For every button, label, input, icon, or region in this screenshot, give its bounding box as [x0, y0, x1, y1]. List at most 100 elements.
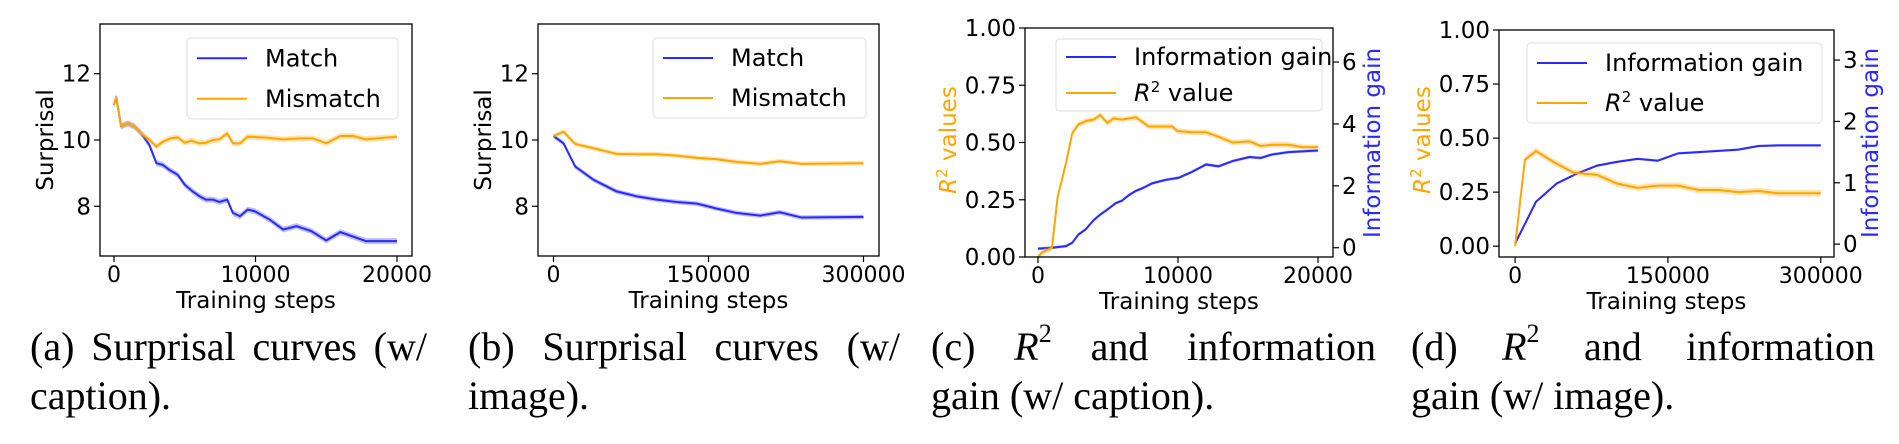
caption-c-line2: gain (w/ caption). [931, 373, 1215, 418]
x-tick-label: 0 [547, 263, 561, 288]
y2-axis-label: Information gain [1858, 48, 1884, 238]
x-tick-label: 300000 [822, 263, 906, 288]
caption-a: (a) Surprisal curves (w/ caption). [30, 322, 427, 420]
y-tick-label: 0.50 [1439, 126, 1490, 152]
y-tick-label: 10 [500, 128, 529, 154]
series-1-confidence-band [114, 93, 398, 150]
legend-label: R2 value [1605, 88, 1704, 117]
caption-d-label: (d) [1411, 324, 1458, 369]
series-1-confidence-band [1037, 112, 1319, 260]
y2-tick-label: 0 [1342, 236, 1357, 262]
series-0-line [1514, 144, 1821, 244]
legend-label-math: R [1134, 79, 1151, 107]
legend-label-rest: value [1631, 89, 1704, 117]
y-axis-label-rest: values [936, 86, 962, 168]
legend-label: Match [731, 44, 804, 72]
legend-label: Information gain [1134, 43, 1332, 71]
y-axis-label-sup: 2 [1407, 168, 1425, 178]
legend-label: Match [265, 44, 338, 72]
caption-b-line2: image). [468, 373, 590, 418]
y2-tick-label: 2 [1342, 174, 1357, 200]
caption-a-line2: caption). [30, 373, 172, 418]
y2-axis-label: Information gain [1360, 48, 1386, 238]
y-axis-label: R2 values [933, 86, 962, 194]
y-tick-label: 10 [62, 128, 91, 154]
caption-d-line1: (d) R2 and information [1411, 319, 1875, 371]
caption-c: (c) R2 and information gain (w/ caption)… [931, 319, 1376, 420]
legend-label: R2 value [1134, 78, 1233, 107]
y-axis-label-math: R [936, 178, 962, 194]
x-tick-label: 20000 [362, 263, 432, 288]
legend-box [1526, 42, 1823, 124]
y2-tick-label: 3 [1843, 48, 1858, 74]
caption-c-label: (c) [931, 324, 976, 369]
caption-d-math: R [1502, 324, 1527, 369]
panel-d: 0 150000 300000 Training steps 0.00 0.25 0.50 0… [1407, 18, 1884, 315]
legend-label-sup: 2 [1622, 88, 1632, 106]
x-tick-label: 0 [107, 263, 121, 288]
y-tick-label: 0.50 [965, 131, 1016, 157]
y-tick-label: 8 [76, 194, 91, 220]
caption-b-line1: (b) Surprisal curves (w/ [468, 324, 900, 369]
legend-box [1055, 38, 1323, 112]
caption-d-rest: and information [1583, 324, 1875, 369]
caption-d-line2: gain (w/ image). [1411, 373, 1675, 418]
caption-b: (b) Surprisal curves (w/ image). [468, 322, 900, 420]
y-tick-label: 0.25 [1439, 180, 1490, 206]
y-axis-label: R2 values [1407, 86, 1436, 194]
y-tick-label: 12 [62, 62, 91, 88]
y-axis-label-rest: values [1410, 86, 1436, 168]
series-0-confidence-band [114, 93, 398, 245]
y-tick-label: 1.00 [1439, 18, 1490, 44]
legend: Match Mismatch [186, 37, 399, 120]
y-axis-label: Surprisal [33, 89, 59, 191]
y-tick-label: 0.00 [965, 245, 1016, 271]
x-axis-label: Training steps [1098, 289, 1259, 315]
y-tick-label: 8 [514, 194, 529, 220]
legend-label: Mismatch [731, 84, 847, 112]
x-tick-label: 150000 [667, 263, 751, 288]
y-axis-label: Surprisal [471, 89, 497, 191]
y-axis-label-sup: 2 [933, 168, 951, 178]
series-1-confidence-band [553, 129, 864, 167]
y-tick-label: 1.00 [965, 16, 1016, 42]
legend: Match Mismatch [652, 37, 867, 119]
x-axis-label: Training steps [628, 288, 789, 314]
y2-tick-label: 4 [1342, 112, 1357, 138]
series-0-line [552, 135, 864, 219]
caption-c-math: R [1014, 324, 1039, 369]
caption-d-sup: 2 [1526, 319, 1540, 348]
caption-c-line1: (c) R2 and information [931, 319, 1376, 371]
series-1-confidence-band [1515, 147, 1821, 250]
x-tick-label: 0 [1508, 264, 1522, 289]
x-axis-label: Training steps [175, 288, 336, 314]
series-1-line [553, 130, 864, 165]
y2-tick-label: 0 [1843, 232, 1858, 258]
y2-tick-label: 6 [1342, 50, 1357, 76]
panel-b: 0 150000 300000 Training steps 8 10 12Surprisa… [471, 23, 906, 314]
y-tick-label: 0.75 [965, 73, 1016, 99]
legend-label-math: R [1605, 89, 1622, 117]
y-tick-label: 0.25 [965, 188, 1016, 214]
panel-c: 0 10000 20000 Training steps 0.00 0.25 0.50 0.7… [933, 16, 1386, 315]
y-tick-label: 0.75 [1439, 72, 1490, 98]
legend-label: Information gain [1605, 49, 1803, 77]
x-tick-label: 10000 [1143, 264, 1213, 289]
legend-label-rest: value [1160, 79, 1233, 107]
caption-c-sup: 2 [1038, 319, 1052, 348]
x-tick-label: 0 [1031, 264, 1045, 289]
y-tick-label: 0.00 [1439, 234, 1490, 260]
y2-tick-label: 2 [1843, 109, 1858, 135]
legend: Information gain R2 value [1055, 38, 1332, 112]
caption-d: (d) R2 and information gain (w/ image). [1411, 319, 1875, 420]
legend: Information gain R2 value [1526, 42, 1823, 124]
caption-a-line1: (a) Surprisal curves (w/ [30, 324, 427, 369]
series-1-line [1514, 149, 1821, 247]
y2-tick-label: 1 [1843, 171, 1858, 197]
legend-label: Mismatch [265, 85, 381, 113]
x-tick-label: 150000 [1626, 264, 1710, 289]
x-tick-label: 10000 [221, 263, 291, 288]
